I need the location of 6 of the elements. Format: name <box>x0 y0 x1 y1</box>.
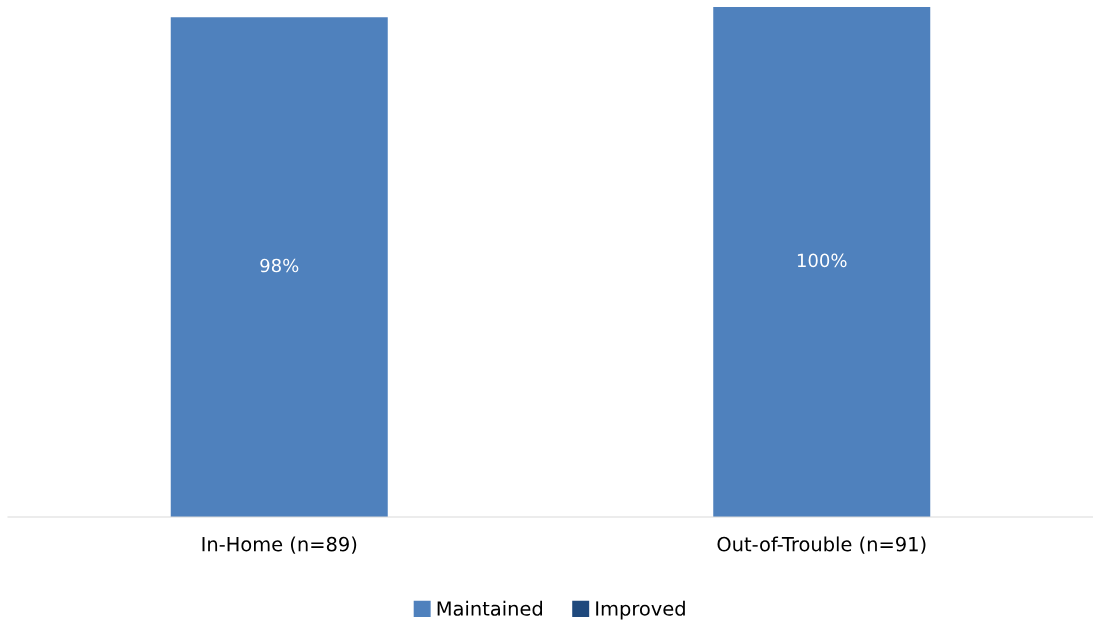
data-label: 98% <box>260 258 299 273</box>
x-tick-label: Out-of-Trouble (n=91) <box>717 536 926 554</box>
legend-label: Improved <box>596 600 685 620</box>
legend-label: Maintained <box>437 600 542 616</box>
data-label: 100% <box>797 253 847 268</box>
x-tick-label: In-Home (n=89) <box>202 536 357 554</box>
